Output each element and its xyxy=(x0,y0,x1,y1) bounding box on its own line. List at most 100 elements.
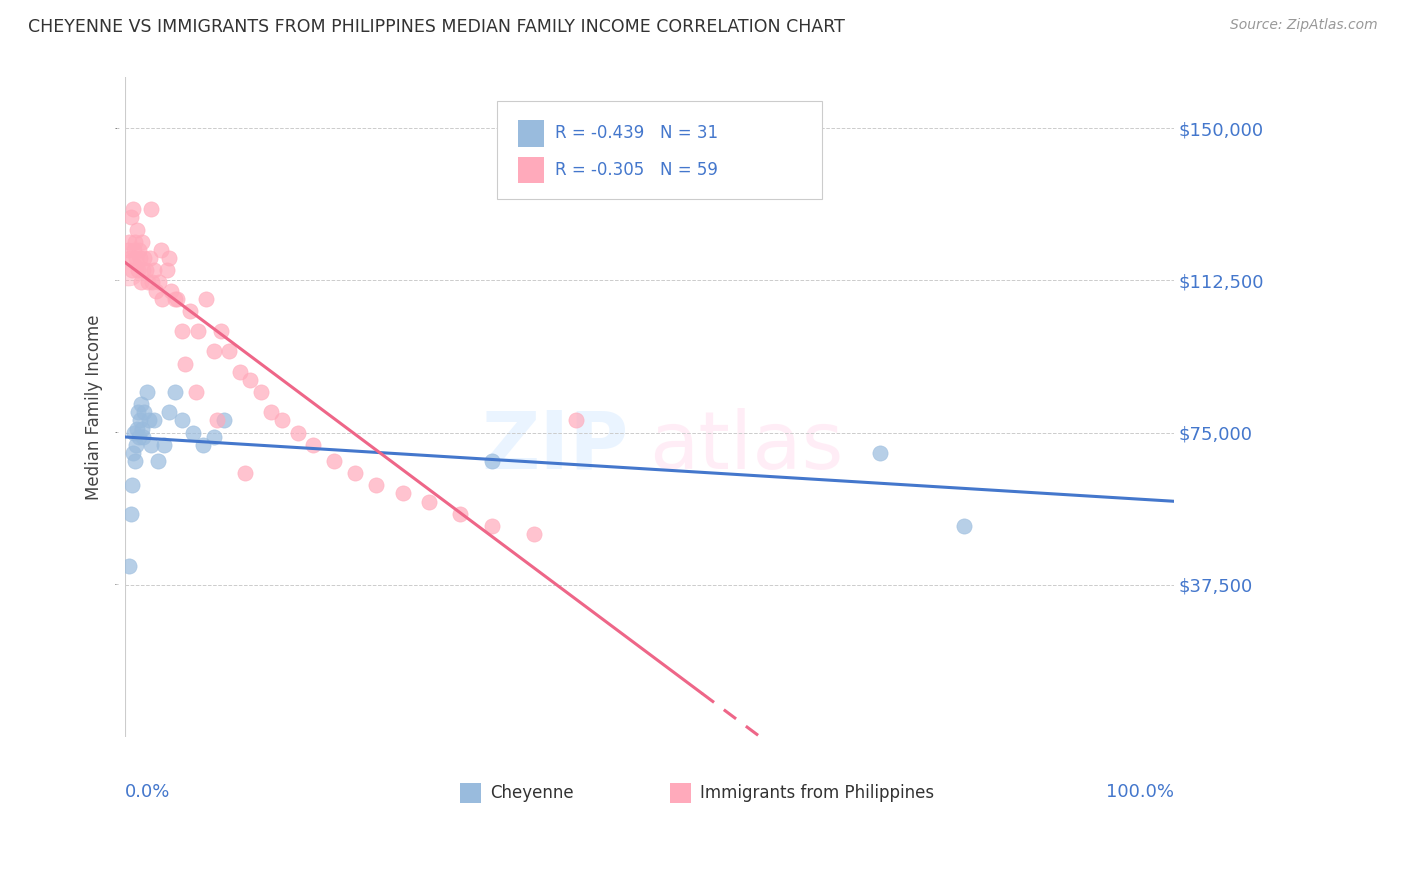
Text: 0.0%: 0.0% xyxy=(125,783,170,801)
Point xyxy=(139,202,162,217)
Point xyxy=(155,263,177,277)
Point xyxy=(129,413,152,427)
Point xyxy=(202,344,225,359)
Point xyxy=(302,438,325,452)
Point xyxy=(869,446,891,460)
Point xyxy=(121,263,143,277)
Point xyxy=(148,276,170,290)
Point xyxy=(159,284,181,298)
Text: Source: ZipAtlas.com: Source: ZipAtlas.com xyxy=(1230,18,1378,32)
Point xyxy=(418,494,440,508)
Text: Cheyenne: Cheyenne xyxy=(489,784,574,802)
Point xyxy=(449,507,471,521)
Point xyxy=(132,429,155,443)
Point xyxy=(163,384,186,399)
Point xyxy=(523,527,546,541)
Point xyxy=(118,251,141,265)
Point xyxy=(218,344,240,359)
Text: Immigrants from Philippines: Immigrants from Philippines xyxy=(700,784,934,802)
Point xyxy=(127,421,149,435)
Point xyxy=(142,413,165,427)
Text: 100.0%: 100.0% xyxy=(1107,783,1174,801)
Text: atlas: atlas xyxy=(650,408,844,486)
Point xyxy=(124,454,146,468)
Point xyxy=(953,519,976,533)
Point xyxy=(127,263,149,277)
Point xyxy=(134,263,156,277)
Point xyxy=(163,292,186,306)
Point xyxy=(184,384,207,399)
Point xyxy=(146,454,169,468)
Point xyxy=(179,303,201,318)
Point xyxy=(481,454,503,468)
Point xyxy=(134,405,156,419)
Point xyxy=(136,276,159,290)
Point xyxy=(131,421,153,435)
Point xyxy=(250,384,273,399)
Point xyxy=(118,559,141,574)
Point xyxy=(122,425,145,440)
Point xyxy=(141,276,163,290)
Point xyxy=(271,413,294,427)
Point xyxy=(233,466,256,480)
Bar xyxy=(519,120,544,146)
Point xyxy=(166,292,188,306)
Point xyxy=(205,413,228,427)
Point xyxy=(138,413,160,427)
Point xyxy=(135,384,157,399)
Point xyxy=(138,251,160,265)
Point xyxy=(129,251,152,265)
Point xyxy=(193,438,215,452)
Point xyxy=(565,413,588,427)
Point xyxy=(127,222,149,236)
Point xyxy=(132,263,155,277)
Point xyxy=(131,235,153,249)
Text: CHEYENNE VS IMMIGRANTS FROM PHILIPPINES MEDIAN FAMILY INCOME CORRELATION CHART: CHEYENNE VS IMMIGRANTS FROM PHILIPPINES … xyxy=(28,18,845,36)
Point xyxy=(172,413,194,427)
Point xyxy=(125,438,148,452)
Point xyxy=(134,251,156,265)
Text: R = -0.439   N = 31: R = -0.439 N = 31 xyxy=(555,124,718,143)
Point xyxy=(128,429,150,443)
Point xyxy=(142,263,165,277)
Point xyxy=(139,438,162,452)
Point xyxy=(481,519,503,533)
Bar xyxy=(519,157,544,184)
Point xyxy=(121,478,143,492)
Point xyxy=(153,438,176,452)
Point xyxy=(260,405,283,419)
Point xyxy=(150,292,173,306)
Point xyxy=(122,446,145,460)
Point xyxy=(120,211,142,225)
Point xyxy=(150,243,173,257)
Point xyxy=(157,251,180,265)
Point xyxy=(122,202,145,217)
Point xyxy=(323,454,346,468)
Point xyxy=(145,284,167,298)
Y-axis label: Median Family Income: Median Family Income xyxy=(86,315,103,500)
Point xyxy=(120,507,142,521)
Point xyxy=(117,263,139,277)
Point xyxy=(202,429,225,443)
Point xyxy=(239,373,262,387)
Point xyxy=(125,251,148,265)
Point xyxy=(287,425,309,440)
Text: ZIP: ZIP xyxy=(481,408,628,486)
FancyBboxPatch shape xyxy=(498,101,823,200)
Point xyxy=(122,243,145,257)
Point xyxy=(187,324,209,338)
Point xyxy=(131,276,153,290)
Point xyxy=(344,466,367,480)
Point xyxy=(124,235,146,249)
Point xyxy=(131,397,153,411)
Point xyxy=(366,478,388,492)
Point xyxy=(157,405,180,419)
Point xyxy=(181,425,204,440)
Point xyxy=(174,357,197,371)
Point xyxy=(127,405,149,419)
Point xyxy=(117,243,139,257)
Point xyxy=(128,243,150,257)
Point xyxy=(209,324,232,338)
Text: R = -0.305   N = 59: R = -0.305 N = 59 xyxy=(555,161,717,179)
Point xyxy=(229,365,252,379)
